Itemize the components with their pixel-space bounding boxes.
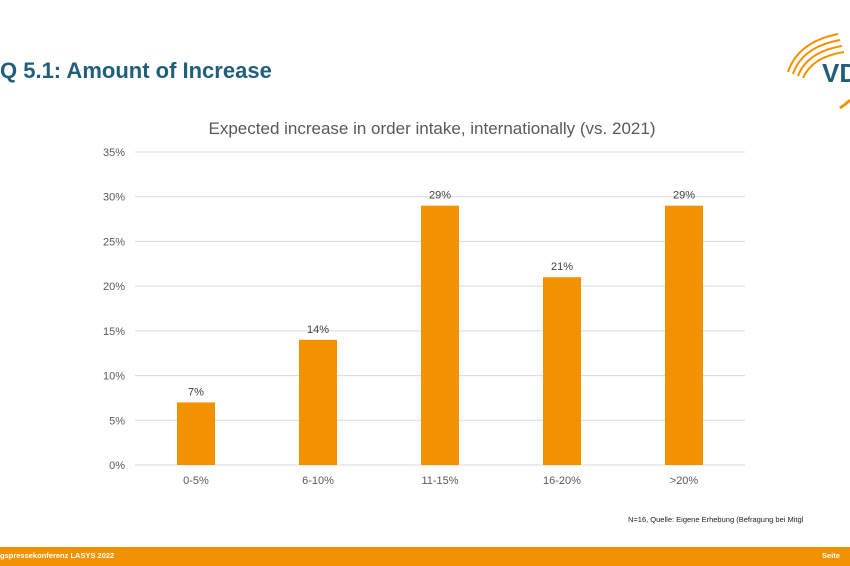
- x-tick-label: 0-5%: [183, 475, 209, 487]
- source-footnote: N=16, Quelle: Eigene Erhebung (Befragung…: [628, 515, 804, 524]
- x-tick-label: 6-10%: [302, 475, 334, 487]
- y-tick-label: 0%: [109, 460, 125, 472]
- logo: VD: [780, 28, 850, 118]
- data-label: 29%: [673, 190, 695, 202]
- y-tick-label: 15%: [103, 326, 125, 338]
- bar-chart: Expected increase in order intake, inter…: [103, 119, 745, 487]
- bars: [177, 205, 703, 465]
- x-axis-ticks: 0-5% 6-10% 11-15% 16-20% >20%: [183, 475, 698, 487]
- bar: [177, 402, 215, 465]
- chart-title: Expected increase in order intake, inter…: [209, 119, 656, 138]
- footer-bar: gspressekonferenz LASYS 2022 Seite: [0, 547, 850, 566]
- data-label: 21%: [551, 261, 573, 273]
- bar: [665, 205, 703, 465]
- data-labels: 7% 14% 29% 21% 29%: [188, 190, 695, 399]
- x-tick-label: >20%: [670, 475, 699, 487]
- logo-arcs-icon: [787, 33, 850, 110]
- y-tick-label: 10%: [103, 371, 125, 383]
- bar: [543, 277, 581, 465]
- data-label: 14%: [307, 324, 329, 336]
- logo-text: VD: [822, 58, 850, 88]
- x-tick-label: 16-20%: [543, 475, 581, 487]
- footer-event-label: gspressekonferenz LASYS 2022: [0, 551, 115, 560]
- data-label: 29%: [429, 190, 451, 202]
- y-tick-label: 35%: [103, 147, 125, 159]
- footer-page-label: Seite: [822, 551, 840, 560]
- data-label: 7%: [188, 386, 204, 398]
- y-tick-label: 5%: [109, 415, 125, 427]
- y-axis-ticks: 0% 5% 10% 15% 20% 25% 30% 35%: [103, 147, 125, 472]
- y-tick-label: 25%: [103, 236, 125, 248]
- bar: [421, 205, 459, 465]
- y-tick-label: 30%: [103, 192, 125, 204]
- x-tick-label: 11-15%: [421, 475, 458, 487]
- y-tick-label: 20%: [103, 281, 125, 293]
- slide-title: Q 5.1: Amount of Increase: [0, 58, 272, 83]
- bar: [299, 339, 337, 465]
